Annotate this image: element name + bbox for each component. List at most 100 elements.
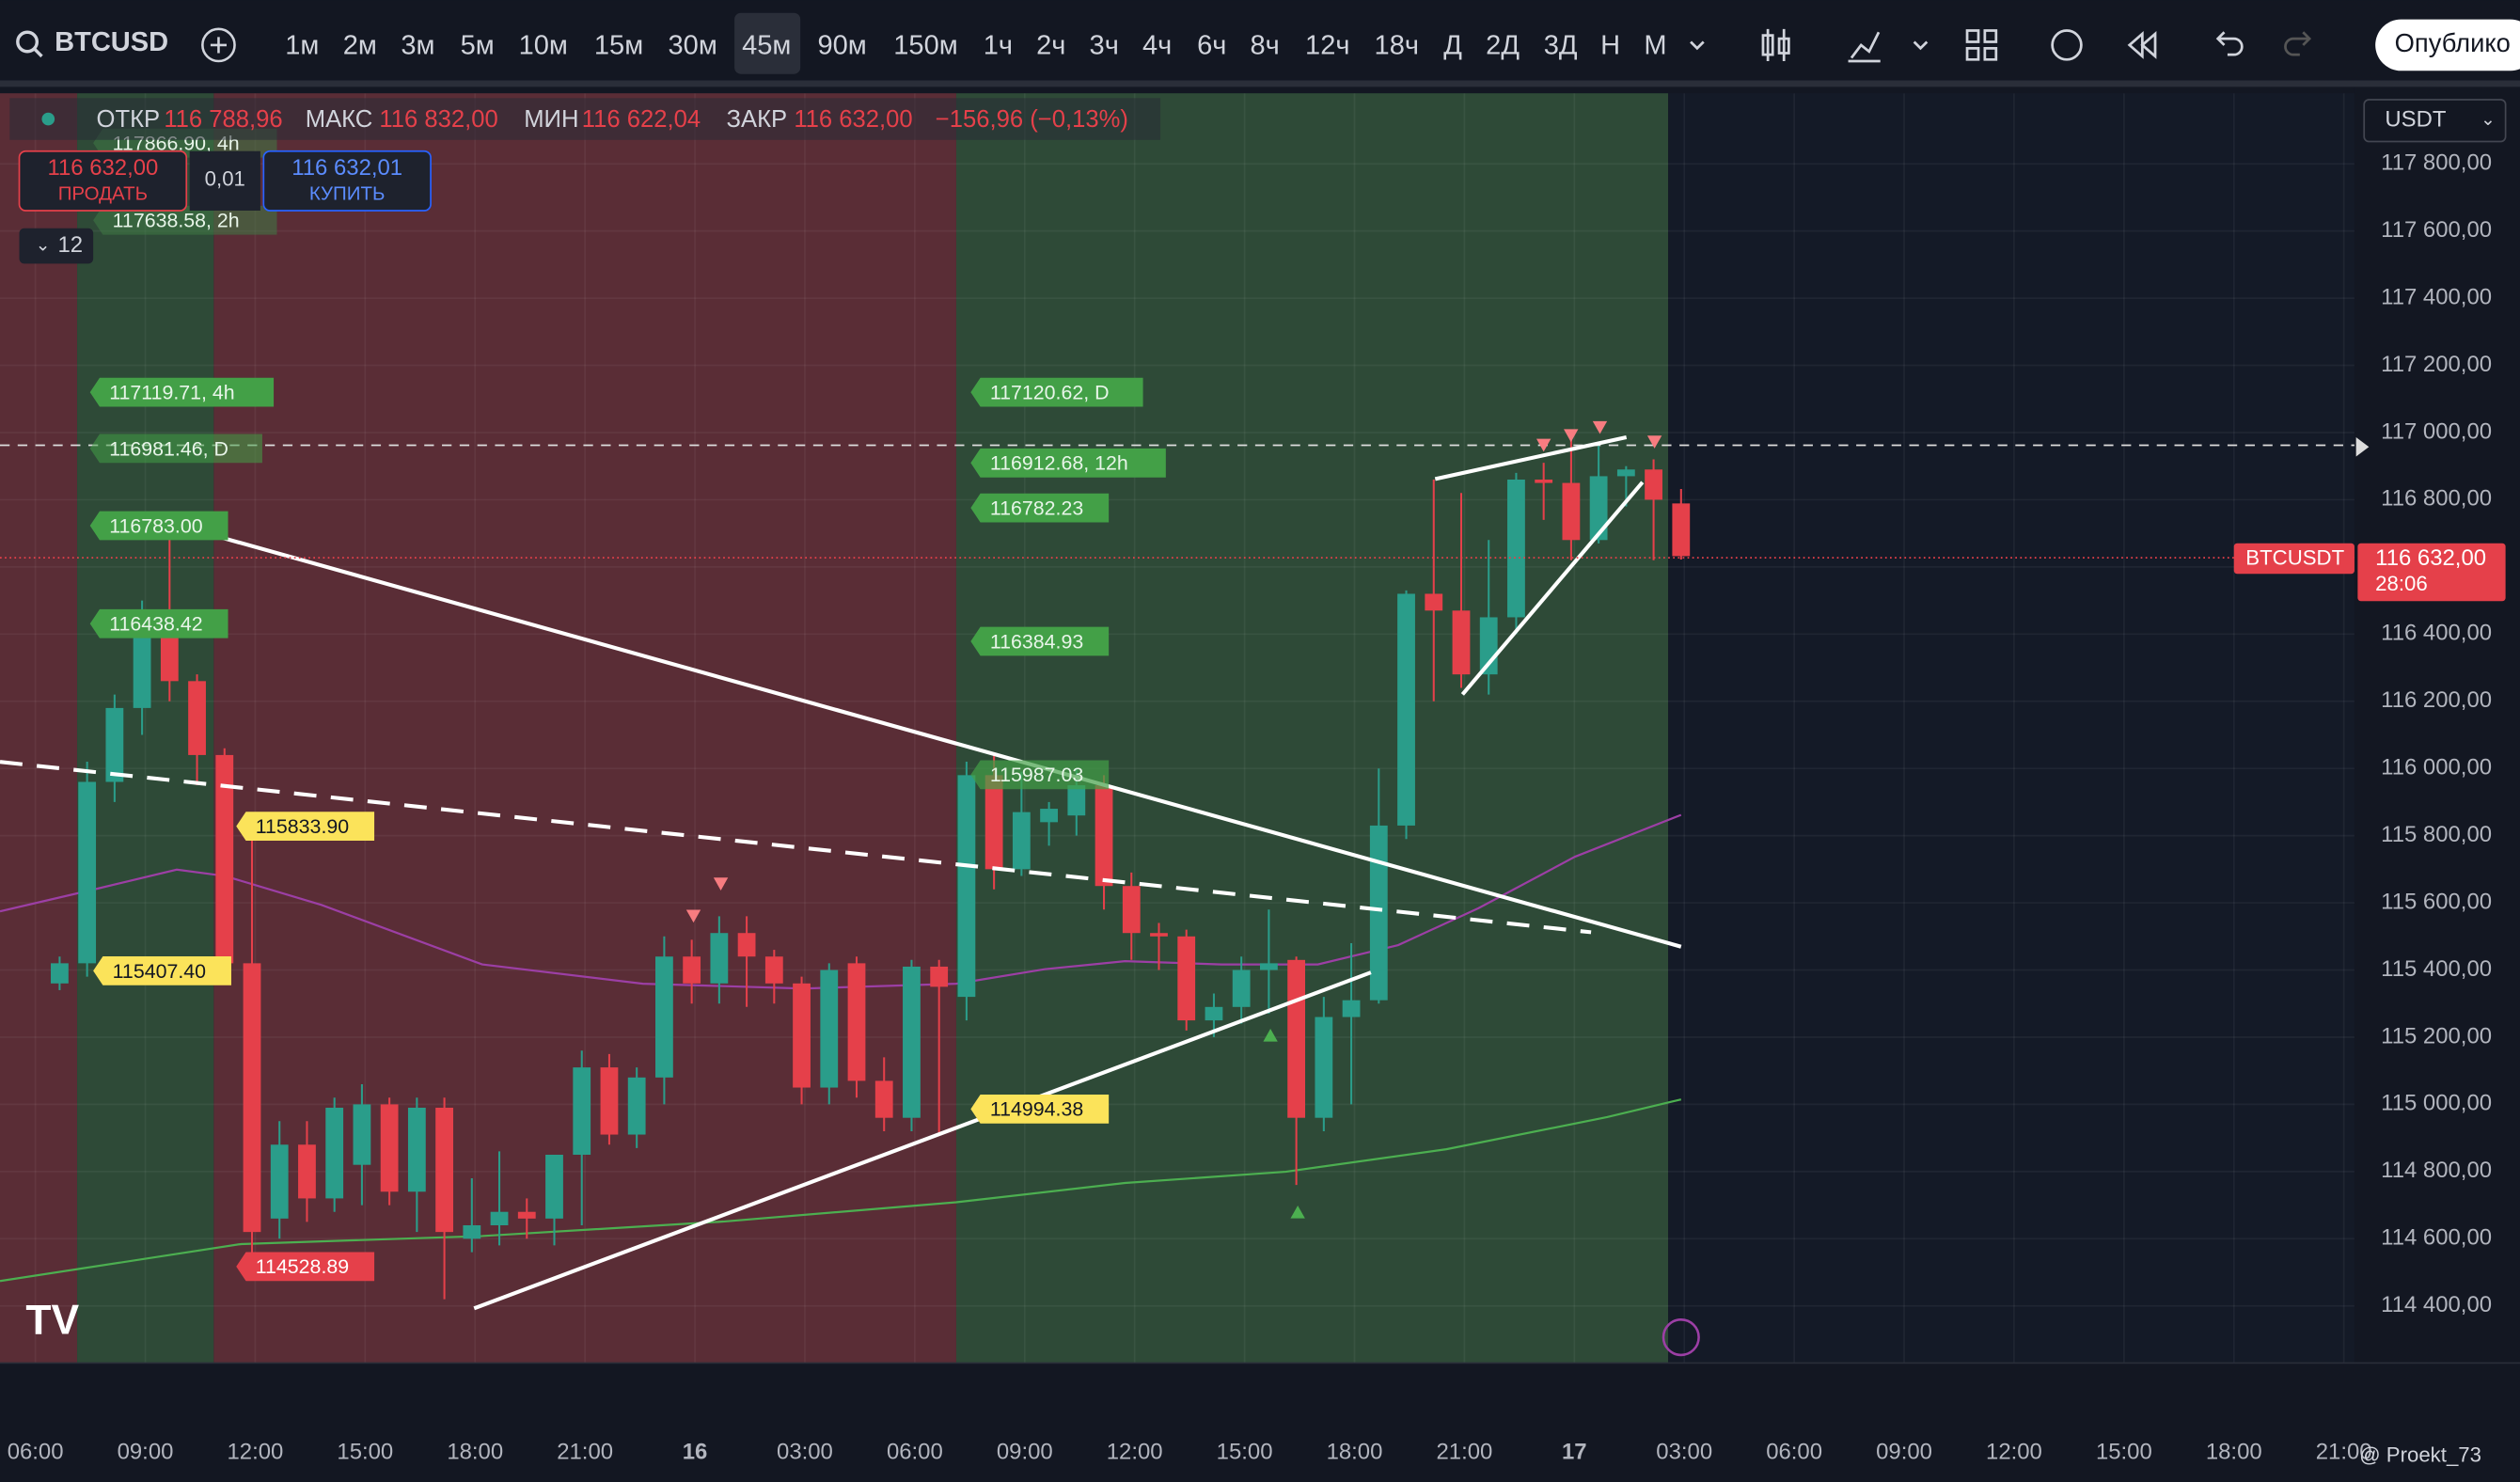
status-dot xyxy=(41,112,55,126)
y-tick-label: 117 200,00 xyxy=(2381,352,2492,377)
price-label-box xyxy=(93,205,277,235)
y-tick-label: 114 600,00 xyxy=(2381,1225,2492,1251)
legend-high: 116 832,00 xyxy=(379,106,497,133)
candle-body xyxy=(874,1080,893,1118)
price-label-box xyxy=(89,608,228,639)
price-label: 116384.93 xyxy=(990,630,1083,653)
bolt-icon[interactable] xyxy=(1662,1318,1700,1357)
chevron: ⌄ xyxy=(2481,109,2496,129)
undo-btn[interactable] xyxy=(2215,31,2244,56)
candle-body xyxy=(600,1067,619,1135)
interval[interactable]: 3Д xyxy=(1544,30,1578,60)
x-tick-label: 21:00 xyxy=(2316,1439,2372,1464)
candle-body xyxy=(683,956,701,984)
candle-body xyxy=(573,1067,591,1155)
x-tick-label: 21:00 xyxy=(1436,1439,1492,1464)
interval[interactable]: Д xyxy=(1443,30,1462,60)
price-axis xyxy=(2354,83,2520,1364)
candle-body xyxy=(1067,785,1086,816)
candle-body xyxy=(655,956,673,1078)
x-tick-label: 03:00 xyxy=(1656,1439,1712,1464)
interval[interactable]: 10м xyxy=(519,30,568,60)
interval[interactable]: 30м xyxy=(669,30,717,60)
x-tick-label: 12:00 xyxy=(1107,1439,1163,1464)
qty-box[interactable] xyxy=(189,150,260,211)
candle-body xyxy=(1177,936,1196,1021)
replay-btn[interactable] xyxy=(2127,30,2157,59)
interval[interactable]: 45м xyxy=(742,30,791,60)
zone-empty xyxy=(1668,93,2355,1364)
interval[interactable]: 12ч xyxy=(1305,30,1349,60)
interval[interactable]: 6ч xyxy=(1197,30,1226,60)
trendline-dashed xyxy=(0,760,1592,935)
toolbar xyxy=(0,0,2520,84)
y-tick-label: 116 800,00 xyxy=(2381,486,2492,512)
x-tick-label: 06:00 xyxy=(887,1439,943,1464)
interval[interactable]: 3ч xyxy=(1090,30,1119,60)
price-label: 117119.71, 4h xyxy=(109,381,234,403)
candle-body xyxy=(463,1224,481,1239)
interval[interactable]: 5м xyxy=(461,30,495,60)
candle-body xyxy=(51,963,69,984)
interval[interactable]: М xyxy=(1644,30,1666,60)
interval[interactable]: 15м xyxy=(594,30,643,60)
interval[interactable]: 2ч xyxy=(1036,30,1065,60)
indicators-more[interactable] xyxy=(1913,40,1929,51)
interval[interactable]: 2м xyxy=(343,30,377,60)
legend-bar xyxy=(9,98,1161,140)
price-tag-price: 116 632,00 xyxy=(2375,545,2486,571)
indicators-btn[interactable] xyxy=(1848,31,1881,63)
legend-open-label: ОТКР xyxy=(97,106,161,133)
candle-body xyxy=(243,963,261,1233)
sell-btn[interactable] xyxy=(18,150,188,212)
interval[interactable]: 2Д xyxy=(1486,30,1520,60)
candle-body xyxy=(545,1154,563,1219)
indicators-toggle[interactable] xyxy=(19,228,94,264)
interval[interactable]: Н xyxy=(1600,30,1620,60)
interval[interactable]: 3м xyxy=(401,30,434,60)
y-tick-label: 115 800,00 xyxy=(2381,822,2492,847)
interval[interactable]: 1ч xyxy=(984,30,1013,60)
marker-down xyxy=(713,877,729,891)
marker-down xyxy=(1564,429,1579,443)
interval-active xyxy=(734,12,801,74)
interval[interactable]: 8ч xyxy=(1250,30,1279,60)
symbol[interactable]: BTCUSD xyxy=(55,27,168,57)
y-tick-label: 116 200,00 xyxy=(2381,687,2492,713)
alert-btn[interactable] xyxy=(2051,29,2083,61)
interval[interactable]: 150м xyxy=(893,30,957,60)
y-tick-label: 117 600,00 xyxy=(2381,217,2492,243)
candle-body xyxy=(517,1211,536,1219)
candle-body xyxy=(353,1104,371,1165)
publish-btn[interactable] xyxy=(2375,19,2520,71)
layout-btn[interactable] xyxy=(1965,29,1998,61)
interval[interactable]: 1м xyxy=(285,30,319,60)
candle-body xyxy=(847,963,866,1081)
candle-body xyxy=(105,707,124,782)
candle-body xyxy=(1397,593,1415,826)
search-icon[interactable] xyxy=(16,30,39,54)
y-tick-label: 116 000,00 xyxy=(2381,755,2492,780)
price-label-box xyxy=(970,377,1143,407)
candle-body xyxy=(1040,809,1058,823)
ma-purple xyxy=(0,813,1682,990)
currency-select[interactable] xyxy=(2363,99,2507,143)
candle-body xyxy=(1589,476,1608,541)
add-symbol[interactable] xyxy=(201,27,236,63)
price-label: 114528.89 xyxy=(256,1255,349,1278)
zone-red xyxy=(0,93,78,1364)
candle-body xyxy=(627,1077,646,1135)
interval[interactable]: 90м xyxy=(817,30,866,60)
buy-btn[interactable] xyxy=(262,150,432,212)
candle-body xyxy=(1122,886,1141,934)
interval[interactable]: 18ч xyxy=(1375,30,1419,60)
publish-label: Опублико xyxy=(2395,28,2511,57)
price-label-box xyxy=(970,448,1166,478)
candle-body xyxy=(1562,482,1581,541)
intervals-more[interactable] xyxy=(1690,40,1705,51)
candle-body xyxy=(930,966,949,987)
chart-type[interactable] xyxy=(1761,28,1790,62)
interval[interactable]: 4ч xyxy=(1142,30,1172,60)
x-tick-label: 18:00 xyxy=(1327,1439,1383,1464)
marker-up xyxy=(1263,1028,1278,1042)
